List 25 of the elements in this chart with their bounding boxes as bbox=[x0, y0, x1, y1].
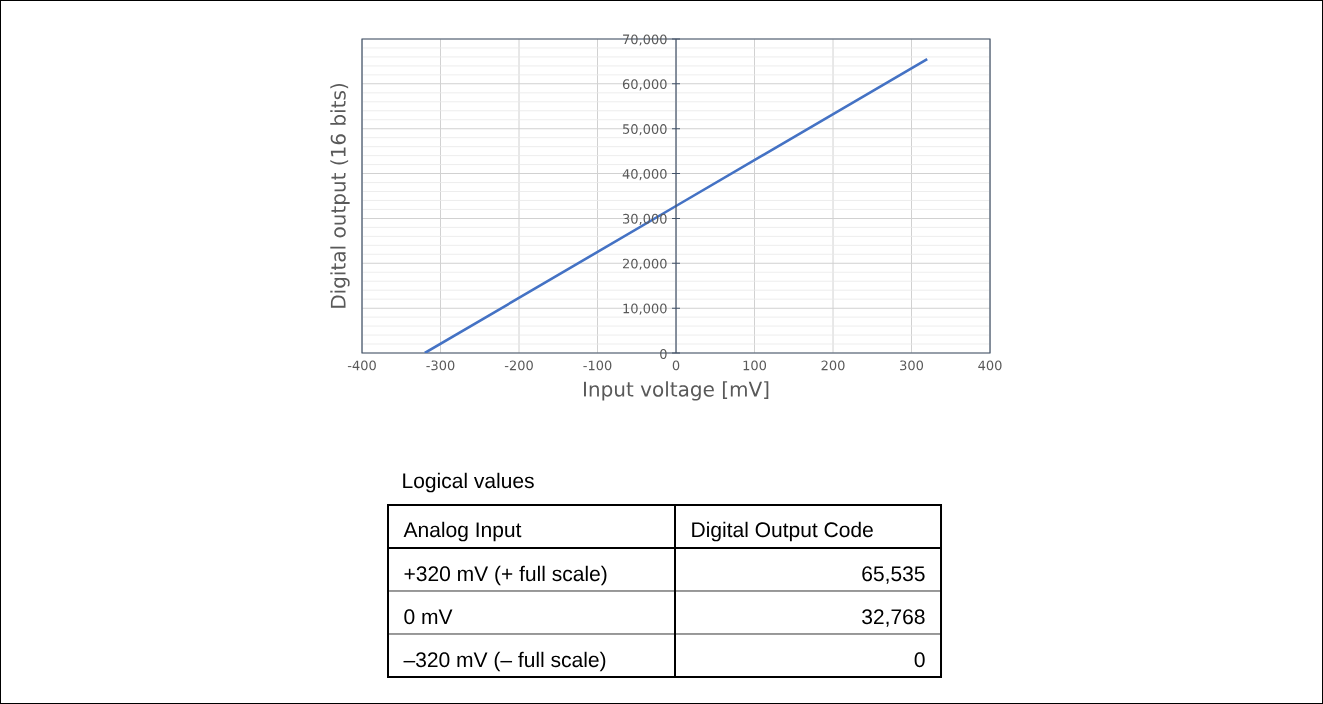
x-tick-label: 300 bbox=[900, 360, 924, 371]
y-tick-label: 50,000 bbox=[623, 124, 667, 136]
x-tick-label: 100 bbox=[743, 360, 767, 371]
text: 65,535 bbox=[862, 566, 925, 584]
text: 32,768 bbox=[862, 609, 925, 627]
x-tick-label: 0 bbox=[672, 360, 680, 371]
y-tick-label: 60,000 bbox=[622, 79, 667, 91]
y-tick-label: 40,000 bbox=[622, 168, 667, 181]
text: 0 bbox=[914, 652, 925, 668]
x-tick-label: -200 bbox=[504, 360, 533, 371]
y-axis-title: Digital output (16 bits) bbox=[330, 83, 350, 308]
x-tick-label: -300 bbox=[426, 360, 455, 371]
text: Logical values bbox=[403, 472, 534, 493]
text: Analog Input bbox=[403, 521, 522, 542]
category-label: –320 mV (– full scale) bbox=[403, 651, 606, 672]
y-tick-label: 20,000 bbox=[622, 258, 667, 270]
text: Digital Output Code bbox=[692, 521, 873, 542]
x-tick-label: 400 bbox=[978, 360, 1002, 371]
x-axis-title: Input voltage [mV] bbox=[583, 381, 769, 401]
category-label: +320 mV (+ full scale) bbox=[404, 565, 607, 586]
x-tick-label: -100 bbox=[583, 360, 612, 371]
category-label: 0 mV bbox=[404, 609, 453, 625]
y-tick-label: 10,000 bbox=[623, 303, 667, 315]
x-tick-label: 200 bbox=[821, 360, 845, 371]
x-tick-label: -400 bbox=[347, 360, 376, 371]
